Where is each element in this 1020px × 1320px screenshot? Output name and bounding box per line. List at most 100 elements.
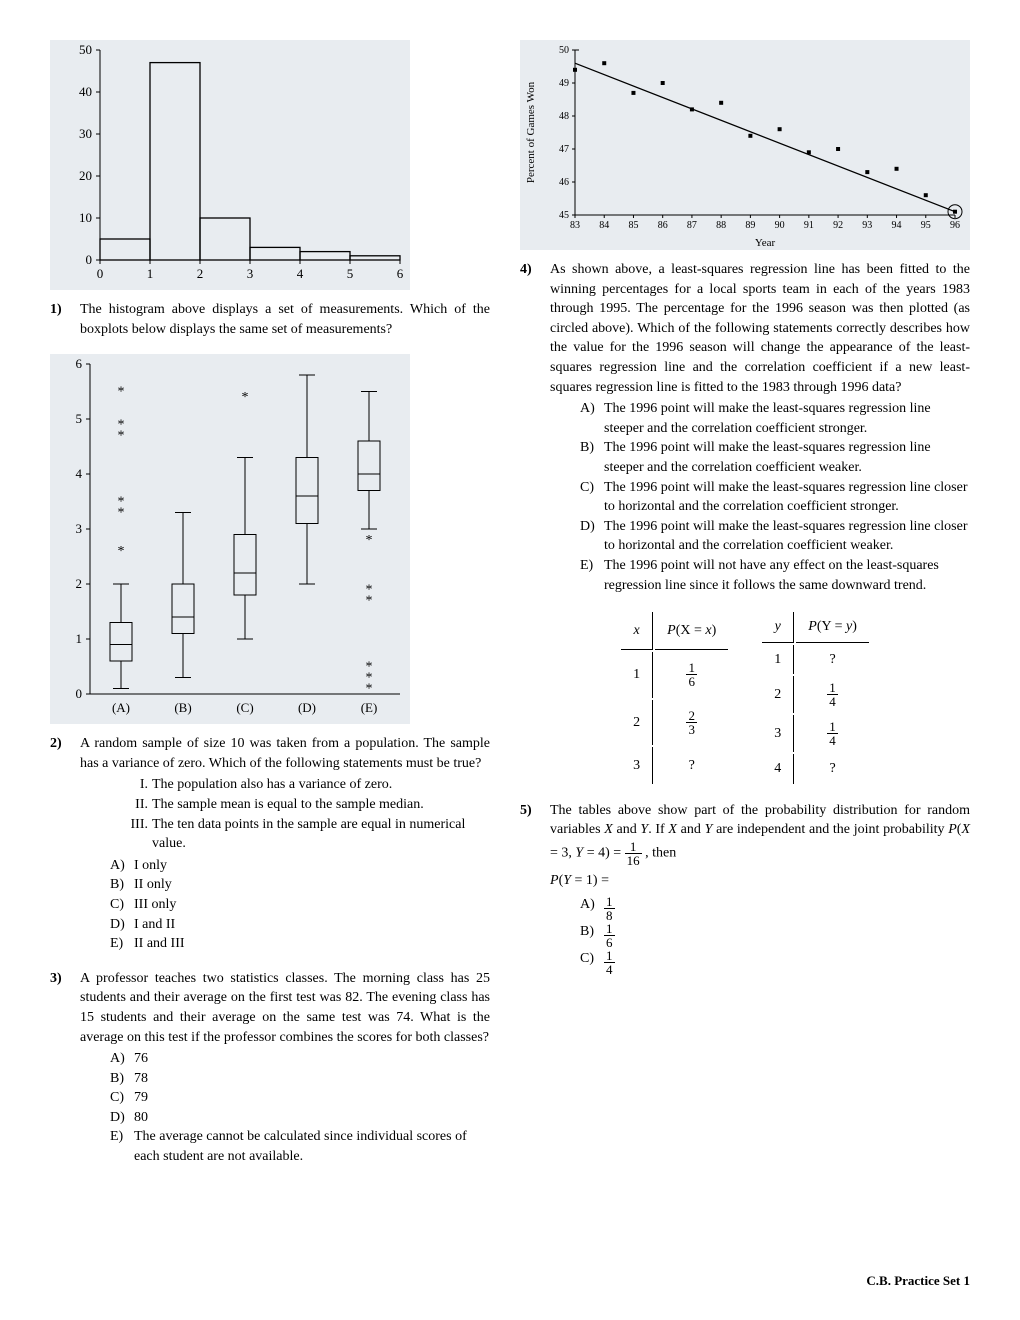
- svg-text:30: 30: [79, 126, 92, 141]
- svg-text:90: 90: [775, 220, 785, 231]
- answer-choice[interactable]: C)III only: [110, 895, 490, 915]
- svg-text:5: 5: [76, 411, 83, 426]
- svg-text:93: 93: [862, 220, 872, 231]
- answer-choice[interactable]: B)II only: [110, 875, 490, 895]
- roman-item: III.The ten data points in the sample ar…: [120, 815, 490, 854]
- svg-text:(E): (E): [361, 700, 378, 715]
- answer-choice[interactable]: E)The 1996 point will not have any effec…: [580, 556, 970, 595]
- q4-text: As shown above, a least-squares regressi…: [550, 260, 970, 397]
- svg-text:89: 89: [745, 220, 755, 231]
- answer-choice[interactable]: E)The average cannot be calculated since…: [110, 1127, 490, 1166]
- svg-text:48: 48: [559, 111, 569, 122]
- q5-number: 5): [520, 801, 550, 976]
- svg-text:40: 40: [79, 84, 92, 99]
- q5-part-e: are independent and the joint probabilit…: [712, 822, 948, 837]
- answer-choice[interactable]: A)18: [580, 895, 970, 922]
- svg-text:3: 3: [76, 521, 83, 536]
- q3-number: 3): [50, 969, 80, 1167]
- svg-text:83: 83: [570, 220, 580, 231]
- svg-text:84: 84: [599, 220, 609, 231]
- svg-text:95: 95: [921, 220, 931, 231]
- question-4: 4) As shown above, a least-squares regre…: [520, 260, 970, 595]
- svg-text:87: 87: [687, 220, 697, 231]
- svg-text:*: *: [366, 583, 373, 598]
- q5-text: The tables above show part of the probab…: [550, 801, 970, 867]
- answer-choice[interactable]: D)I and II: [110, 915, 490, 935]
- svg-text:4: 4: [297, 266, 304, 281]
- svg-text:*: *: [242, 390, 249, 405]
- svg-text:49: 49: [559, 78, 569, 89]
- q5-part-c: . If: [648, 822, 668, 837]
- answer-choice[interactable]: B)The 1996 point will make the least-squ…: [580, 438, 970, 477]
- svg-text:(D): (D): [298, 700, 316, 715]
- svg-text:*: *: [118, 418, 125, 433]
- answer-choice[interactable]: B)16: [580, 922, 970, 949]
- svg-text:5: 5: [347, 266, 354, 281]
- roman-item: I.The population also has a variance of …: [120, 775, 490, 795]
- svg-text:4: 4: [76, 466, 83, 481]
- svg-text:85: 85: [628, 220, 638, 231]
- answer-choice[interactable]: C)79: [110, 1088, 490, 1108]
- q1-text: The histogram above displays a set of me…: [80, 300, 490, 339]
- q1-histogram: 0 10 20 30 40 50 0 1 2 3 4 5 6: [50, 40, 490, 290]
- svg-text:(B): (B): [174, 700, 191, 715]
- svg-text:(A): (A): [112, 700, 130, 715]
- q5-frac1: 116: [625, 840, 642, 867]
- roman-item: II.The sample mean is equal to the sampl…: [120, 795, 490, 815]
- question-2: 2) A random sample of size 10 was taken …: [50, 734, 490, 954]
- q2-text: A random sample of size 10 was taken fro…: [80, 734, 490, 773]
- svg-text:88: 88: [716, 220, 726, 231]
- svg-text:2: 2: [197, 266, 204, 281]
- answer-choice[interactable]: D)The 1996 point will make the least-squ…: [580, 517, 970, 556]
- svg-text:6: 6: [397, 266, 404, 281]
- svg-text:10: 10: [79, 210, 92, 225]
- svg-text:1: 1: [76, 631, 83, 646]
- svg-text:1: 1: [147, 266, 154, 281]
- svg-text:*: *: [366, 660, 373, 675]
- q4-scatter: 4546474849508384858687888990919293949596…: [520, 40, 970, 250]
- answer-choice[interactable]: D)80: [110, 1108, 490, 1128]
- q5-eq2: P(Y = 1) =: [550, 871, 970, 891]
- q2-number: 2): [50, 734, 80, 954]
- svg-text:50: 50: [79, 42, 92, 57]
- q5-var-x2: X: [668, 822, 677, 837]
- q5-part-d: and: [677, 822, 705, 837]
- question-5: 5) The tables above show part of the pro…: [520, 801, 970, 976]
- svg-text:94: 94: [892, 220, 902, 231]
- svg-text:86: 86: [658, 220, 668, 231]
- svg-text:0: 0: [97, 266, 104, 281]
- answer-choice[interactable]: B)78: [110, 1069, 490, 1089]
- question-3: 3) A professor teaches two statistics cl…: [50, 969, 490, 1167]
- svg-text:*: *: [118, 385, 125, 400]
- svg-text:(C): (C): [236, 700, 253, 715]
- answer-choice[interactable]: C)14: [580, 949, 970, 976]
- q1-boxplots: 0123456******(A)(B)*(C)(D)******(E): [50, 354, 490, 724]
- svg-text:45: 45: [559, 210, 569, 221]
- svg-text:Percent of Games Won: Percent of Games Won: [525, 81, 537, 183]
- svg-text:0: 0: [76, 686, 83, 701]
- svg-text:6: 6: [76, 356, 83, 371]
- svg-text:Year: Year: [755, 237, 776, 249]
- svg-text:91: 91: [804, 220, 814, 231]
- svg-text:92: 92: [833, 220, 843, 231]
- svg-text:0: 0: [86, 252, 93, 267]
- answer-choice[interactable]: A)I only: [110, 856, 490, 876]
- answer-choice[interactable]: A)The 1996 point will make the least-squ…: [580, 399, 970, 438]
- svg-text:50: 50: [559, 45, 569, 56]
- svg-text:*: *: [118, 544, 125, 559]
- answer-choice[interactable]: C)The 1996 point will make the least-squ…: [580, 478, 970, 517]
- q5-part-b: and: [613, 822, 641, 837]
- svg-text:3: 3: [247, 266, 254, 281]
- q3-text: A professor teaches two statistics class…: [80, 969, 490, 1047]
- svg-text:47: 47: [559, 144, 569, 155]
- svg-text:20: 20: [79, 168, 92, 183]
- q5-tables: xP(X = x)1162233? yP(Y = y)1?2143144?: [520, 610, 970, 786]
- q5-var-x1: X: [604, 822, 613, 837]
- svg-text:46: 46: [559, 177, 569, 188]
- svg-text:*: *: [118, 495, 125, 510]
- answer-choice[interactable]: E)II and III: [110, 934, 490, 954]
- svg-text:*: *: [366, 533, 373, 548]
- page-footer: C.B. Practice Set 1: [866, 1272, 970, 1290]
- answer-choice[interactable]: A)76: [110, 1049, 490, 1069]
- q4-number: 4): [520, 260, 550, 595]
